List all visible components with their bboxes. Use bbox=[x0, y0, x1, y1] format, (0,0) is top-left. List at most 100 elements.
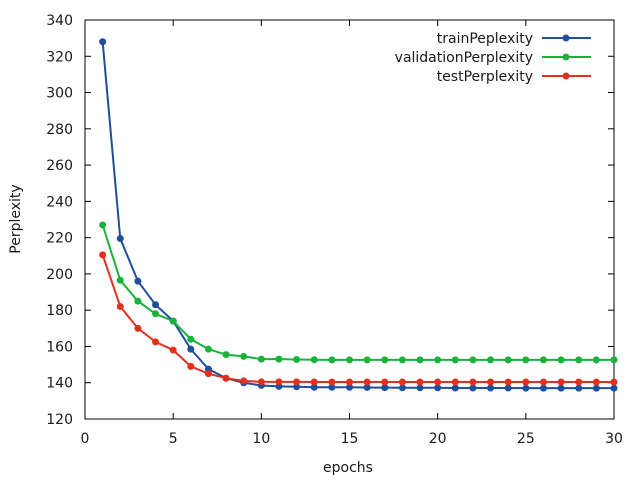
data-point bbox=[257, 355, 265, 363]
y-tick-label: 340 bbox=[46, 13, 73, 29]
legend-marker bbox=[562, 72, 570, 80]
x-tick-label: 20 bbox=[429, 431, 447, 447]
data-point bbox=[539, 356, 547, 364]
y-tick-label: 200 bbox=[46, 267, 73, 283]
data-point bbox=[575, 384, 583, 392]
data-point bbox=[504, 378, 512, 386]
data-point bbox=[116, 235, 124, 243]
data-point bbox=[222, 374, 230, 382]
data-point bbox=[152, 310, 160, 318]
data-point bbox=[416, 384, 424, 392]
data-point bbox=[434, 356, 442, 364]
data-point bbox=[398, 356, 406, 364]
data-point bbox=[310, 356, 318, 364]
data-point bbox=[398, 378, 406, 386]
data-point bbox=[416, 378, 424, 386]
data-point bbox=[522, 356, 530, 364]
data-point bbox=[187, 345, 195, 353]
data-point bbox=[134, 277, 142, 285]
data-point bbox=[204, 370, 212, 378]
data-point bbox=[557, 384, 565, 392]
legend: trainPeplexity validationPerplexity testPe… bbox=[395, 31, 591, 85]
data-point bbox=[504, 384, 512, 392]
data-point bbox=[592, 384, 600, 392]
data-point bbox=[575, 356, 583, 364]
legend-marker bbox=[562, 34, 570, 42]
data-point bbox=[363, 383, 371, 391]
data-point bbox=[187, 362, 195, 370]
data-point bbox=[539, 384, 547, 392]
data-point bbox=[381, 384, 389, 392]
data-point bbox=[275, 378, 283, 386]
data-point bbox=[293, 378, 301, 386]
data-point bbox=[434, 384, 442, 392]
data-point bbox=[204, 345, 212, 353]
data-point bbox=[169, 317, 177, 325]
data-point bbox=[275, 355, 283, 363]
data-point bbox=[451, 384, 459, 392]
y-axis-label: Perplexity bbox=[8, 184, 24, 253]
data-point bbox=[381, 378, 389, 386]
data-point bbox=[592, 356, 600, 364]
data-point bbox=[522, 378, 530, 386]
data-point bbox=[346, 378, 353, 386]
y-tick-label: 140 bbox=[46, 376, 73, 392]
data-point bbox=[575, 378, 583, 386]
data-point bbox=[539, 378, 547, 386]
data-point bbox=[451, 356, 459, 364]
data-point bbox=[187, 335, 195, 343]
data-point bbox=[328, 356, 336, 364]
series-group bbox=[99, 38, 618, 392]
data-point bbox=[363, 356, 371, 364]
data-point bbox=[363, 378, 371, 386]
x-tick-label: 15 bbox=[341, 431, 359, 447]
data-point bbox=[116, 276, 124, 284]
y-tick-label: 120 bbox=[46, 412, 73, 428]
series-line bbox=[101, 254, 614, 384]
data-point bbox=[469, 384, 477, 392]
data-point bbox=[116, 303, 124, 311]
axis-ticks: 0 5 10 15 20 25 30 120 140 160 180 200 220 240 260 280 3… bbox=[46, 13, 623, 447]
data-point bbox=[398, 384, 406, 392]
data-point bbox=[451, 378, 459, 386]
data-point bbox=[346, 356, 353, 364]
data-point bbox=[610, 356, 618, 364]
data-point bbox=[310, 378, 318, 386]
data-point bbox=[169, 346, 177, 354]
data-point bbox=[434, 378, 442, 386]
data-point bbox=[152, 301, 160, 309]
legend-marker bbox=[562, 53, 570, 61]
data-point bbox=[152, 338, 160, 346]
data-point bbox=[592, 378, 600, 386]
x-tick-label: 5 bbox=[169, 431, 178, 447]
data-point bbox=[469, 378, 477, 386]
legend-label: testPerplexity bbox=[437, 69, 533, 85]
data-point bbox=[346, 383, 353, 391]
data-point bbox=[381, 356, 389, 364]
data-point bbox=[557, 378, 565, 386]
y-tick-label: 300 bbox=[46, 86, 73, 102]
data-point bbox=[328, 378, 336, 386]
data-point bbox=[293, 356, 301, 364]
y-tick-label: 280 bbox=[46, 122, 73, 138]
data-point bbox=[99, 251, 107, 259]
x-tick-label: 30 bbox=[605, 431, 623, 447]
data-point bbox=[310, 383, 318, 391]
data-point bbox=[240, 377, 248, 385]
data-point bbox=[240, 352, 248, 360]
x-tick-label: 0 bbox=[81, 431, 90, 447]
series-line bbox=[101, 41, 614, 390]
data-point bbox=[134, 297, 142, 305]
data-point bbox=[222, 351, 230, 359]
y-tick-label: 220 bbox=[46, 231, 73, 247]
data-point bbox=[557, 356, 565, 364]
x-axis-label: epochs bbox=[323, 460, 373, 476]
data-point bbox=[610, 378, 618, 386]
legend-label: validationPerplexity bbox=[395, 50, 533, 66]
y-tick-label: 320 bbox=[46, 49, 73, 65]
data-point bbox=[469, 356, 477, 364]
x-tick-label: 25 bbox=[517, 431, 535, 447]
data-point bbox=[257, 378, 265, 386]
series-line bbox=[101, 224, 614, 361]
